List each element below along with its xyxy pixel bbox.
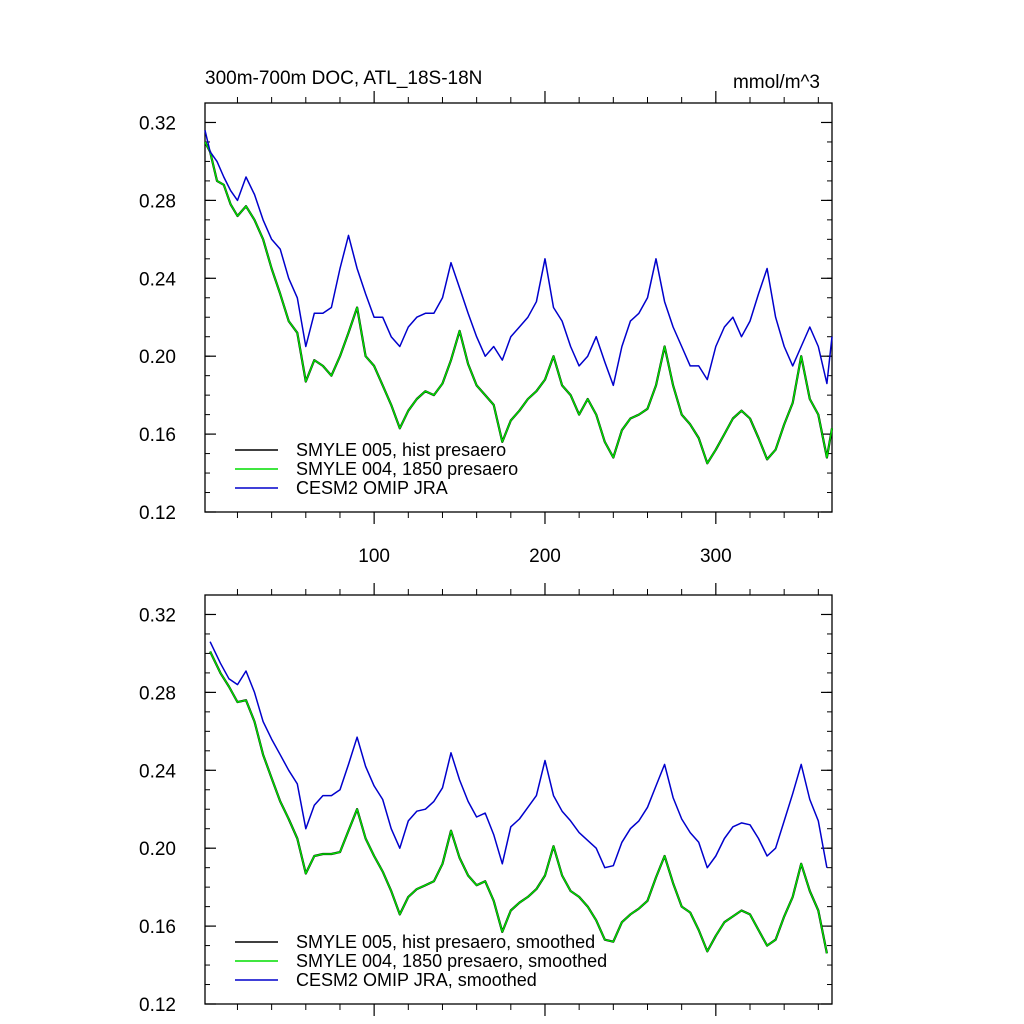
y-tick-label: 0.28 [139, 191, 176, 212]
plot-frame [204, 102, 833, 513]
legend-label-2: CESM2 OMIP JRA [296, 478, 448, 498]
legend-label-0: SMYLE 005, hist presaero [296, 440, 506, 460]
plot-frame [204, 594, 833, 1005]
y-tick-label: 0.24 [139, 269, 176, 290]
y-tick-label: 0.20 [139, 839, 176, 860]
y-tick-label: 0.16 [139, 917, 176, 938]
top-panel: 300m-700m DOC, ATL_18S-18N mmol/m^3 0.12… [139, 68, 834, 567]
x-tick-label: 100 [358, 546, 390, 567]
x-tick-label: 200 [529, 546, 561, 567]
legend-label-2: CESM2 OMIP JRA, smoothed [296, 970, 537, 990]
legend-label-1: SMYLE 004, 1850 presaero [296, 459, 518, 479]
y-tick-label: 0.12 [139, 995, 176, 1016]
x-tick-label: 300 [700, 546, 732, 567]
y-tick-label: 0.20 [139, 347, 176, 368]
legend-label-0: SMYLE 005, hist presaero, smoothed [296, 932, 595, 952]
y-tick-label: 0.16 [139, 425, 176, 446]
top-panel-units: mmol/m^3 [733, 72, 820, 93]
series-line-1 [209, 651, 828, 954]
top-panel-title: 300m-700m DOC, ATL_18S-18N [205, 68, 482, 89]
y-tick-label: 0.24 [139, 761, 176, 782]
y-tick-label: 0.12 [139, 503, 176, 524]
legend-label-1: SMYLE 004, 1850 presaero, smoothed [296, 951, 607, 971]
y-tick-label: 0.32 [139, 113, 176, 134]
series-line-2 [209, 641, 828, 869]
bottom-panel: 0.12 0.16 0.20 0.24 0.28 0.32 SMYLE 005, hist … [139, 583, 833, 1016]
series-line-2 [204, 130, 833, 387]
series-line-1 [204, 141, 833, 465]
y-tick-label: 0.32 [139, 605, 176, 626]
y-tick-label: 0.28 [139, 683, 176, 704]
